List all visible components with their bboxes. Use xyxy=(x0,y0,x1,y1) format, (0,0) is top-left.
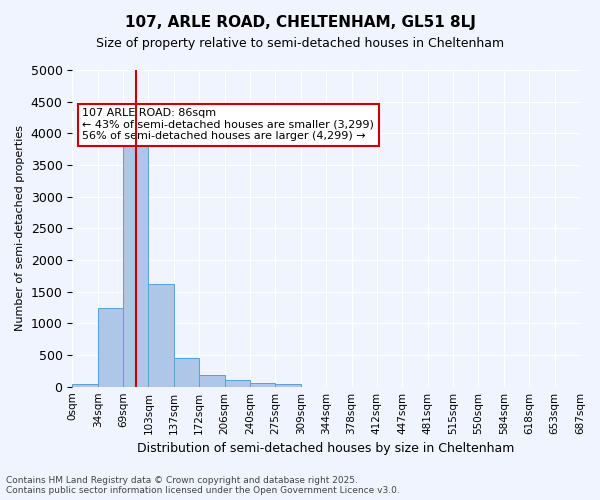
Text: 107 ARLE ROAD: 86sqm
← 43% of semi-detached houses are smaller (3,299)
56% of se: 107 ARLE ROAD: 86sqm ← 43% of semi-detac… xyxy=(82,108,374,141)
Bar xyxy=(72,384,98,386)
Bar xyxy=(250,382,275,386)
Text: Contains HM Land Registry data © Crown copyright and database right 2025.
Contai: Contains HM Land Registry data © Crown c… xyxy=(6,476,400,495)
Bar xyxy=(98,308,123,386)
Bar xyxy=(123,130,148,386)
Bar xyxy=(275,384,301,386)
Bar xyxy=(174,358,199,386)
Bar xyxy=(199,375,224,386)
X-axis label: Distribution of semi-detached houses by size in Cheltenham: Distribution of semi-detached houses by … xyxy=(137,442,515,455)
Bar xyxy=(224,380,250,386)
Bar xyxy=(148,284,174,386)
Text: 107, ARLE ROAD, CHELTENHAM, GL51 8LJ: 107, ARLE ROAD, CHELTENHAM, GL51 8LJ xyxy=(125,15,475,30)
Y-axis label: Number of semi-detached properties: Number of semi-detached properties xyxy=(15,126,25,332)
Text: Size of property relative to semi-detached houses in Cheltenham: Size of property relative to semi-detach… xyxy=(96,38,504,51)
